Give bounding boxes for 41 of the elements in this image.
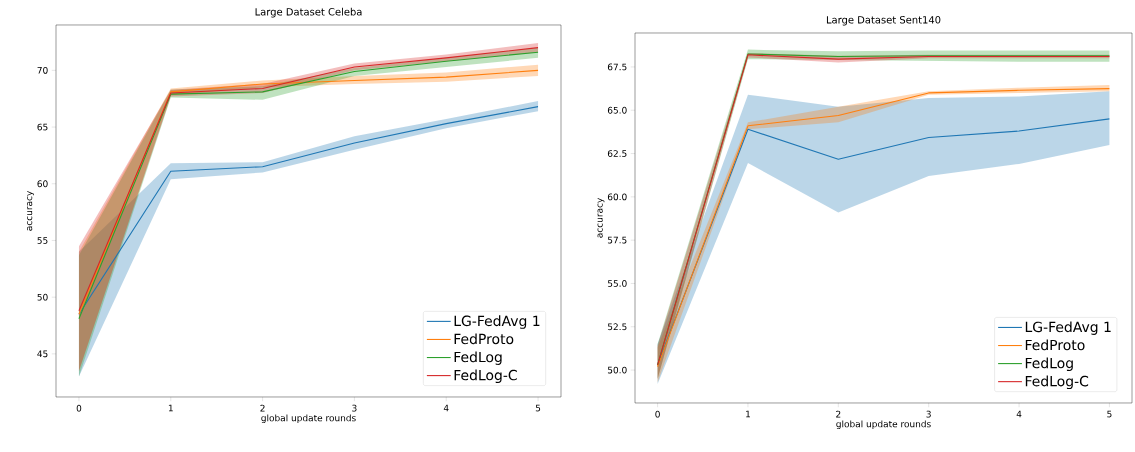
y-tick-label: 70: [37, 66, 48, 74]
y-tick-label: 55: [37, 237, 48, 244]
y-axis-title: accuracy: [597, 198, 605, 238]
x-tick-label: 1: [168, 404, 173, 412]
line-series: [78, 106, 539, 315]
y-tick-label: 50: [37, 293, 48, 301]
y-tick-label: 52.5: [607, 323, 627, 331]
legend-label: LG-FedAvg 1: [454, 315, 540, 329]
x-tick-label: 5: [535, 404, 541, 412]
y-tick-label: 65: [37, 123, 48, 131]
legend-label: FedProto: [1025, 339, 1085, 351]
y-tick-label: 55.0: [607, 280, 627, 287]
legend-label: FedLog-C: [454, 369, 517, 384]
x-tick-label: 3: [352, 404, 357, 412]
y-tick-label: 67.5: [607, 63, 627, 71]
x-tick-label: 0: [76, 404, 82, 412]
y-tick-label: 50.0: [607, 366, 627, 374]
y-axis-title: accuracy: [27, 191, 34, 231]
x-axis-title: global update rounds: [836, 420, 931, 430]
x-tick-label: 2: [836, 410, 841, 418]
legend-label: FedLog: [454, 351, 502, 365]
chart-title: Large Dataset Sent140: [826, 16, 941, 26]
y-tick-label: 60: [37, 180, 48, 188]
y-tick-label: 60.0: [607, 193, 627, 201]
y-tick-label: 65.0: [607, 106, 627, 114]
legend-label: LG-FedAvg 1: [1025, 321, 1111, 335]
x-tick-label: 0: [655, 410, 660, 418]
chart-title: Large Dataset Celeba: [255, 7, 362, 18]
y-tick-label: 45: [37, 350, 48, 358]
y-tick-label: 57.5: [607, 236, 627, 244]
x-tick-label: 4: [1016, 410, 1022, 418]
y-tick-label: 62.5: [607, 150, 627, 157]
x-tick-label: 2: [260, 404, 265, 412]
x-tick-label: 1: [746, 410, 750, 418]
x-tick-label: 5: [1107, 410, 1112, 418]
x-tick-label: 4: [443, 404, 449, 412]
legend-label: FedProto: [454, 333, 514, 345]
x-tick-label: 3: [926, 410, 931, 418]
legend-label: FedLog: [1025, 357, 1073, 372]
legend-label: FedLog-C: [1025, 375, 1089, 390]
x-axis-title: global update rounds: [261, 414, 356, 424]
